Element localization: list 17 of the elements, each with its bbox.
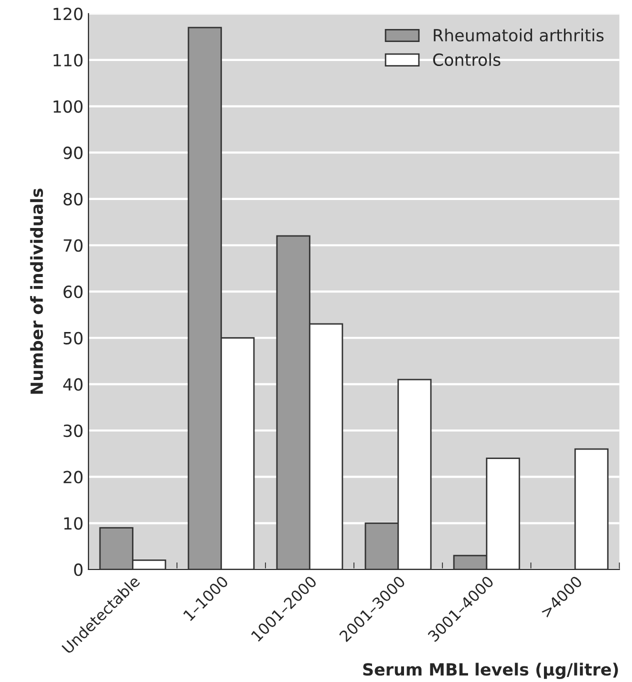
y-tick-label: 80 [64, 192, 83, 206]
y-tick-label: 60 [64, 286, 83, 298]
y-tick-label: 120 [54, 8, 83, 20]
y-tick-label: 10 [64, 517, 83, 530]
y-tick-label: 30 [64, 424, 83, 438]
legend-label: Controls [433, 53, 500, 66]
legend-label: Rheumatoid arthritis [434, 28, 604, 42]
x-axis-title: Serum MBL levels (µg/litre) [363, 662, 618, 680]
y-tick-label: 40 [63, 378, 83, 391]
y-tick-label: 20 [64, 470, 83, 484]
y-tick-label: 100 [54, 100, 83, 113]
y-tick-label: 70 [64, 239, 83, 252]
y-tick-label: 0 [74, 563, 83, 576]
y-axis-title: Number of individuals [30, 188, 44, 394]
y-tick-label: 90 [63, 146, 83, 160]
y-tick-label: 50 [64, 332, 83, 344]
y-tick-label: 110 [54, 54, 83, 67]
